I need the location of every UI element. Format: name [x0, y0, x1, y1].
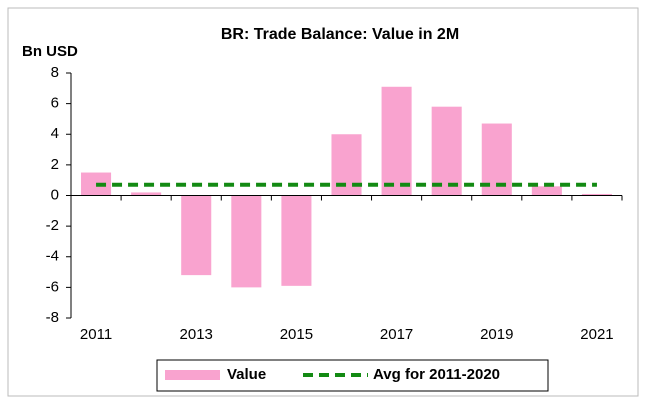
y-tick-label: 2 — [51, 156, 59, 173]
chart-border — [7, 7, 639, 397]
bar — [131, 192, 162, 196]
x-tick-label: 2015 — [280, 326, 313, 343]
chart-title: BR: Trade Balance: Value in 2M — [221, 26, 459, 43]
legend-label: Value — [227, 366, 266, 383]
y-tick-label: 8 — [51, 64, 59, 81]
bar — [431, 106, 462, 196]
bar — [381, 86, 412, 196]
x-tick-label: 2011 — [80, 326, 112, 343]
bar — [531, 186, 562, 196]
y-tick-label: 6 — [51, 95, 59, 112]
y-tick-label: 4 — [51, 125, 59, 142]
x-tick-label: 2019 — [480, 326, 513, 343]
y-tick-label: -6 — [46, 278, 59, 295]
y-tick-label: 0 — [51, 186, 59, 203]
bar — [281, 195, 312, 286]
y-axis-label: Bn USD — [22, 43, 78, 60]
y-tick-label: -2 — [46, 217, 59, 234]
bar — [581, 193, 612, 196]
legend-label: Avg for 2011-2020 — [373, 366, 500, 383]
bar — [181, 195, 212, 276]
x-tick-label: 2021 — [580, 326, 613, 343]
x-tick-label: 2017 — [380, 326, 413, 343]
y-tick-label: -8 — [46, 309, 59, 326]
bar — [231, 195, 262, 288]
y-tick-label: -4 — [46, 248, 59, 265]
x-tick-label: 2013 — [180, 326, 213, 343]
legend-swatch — [165, 370, 220, 380]
